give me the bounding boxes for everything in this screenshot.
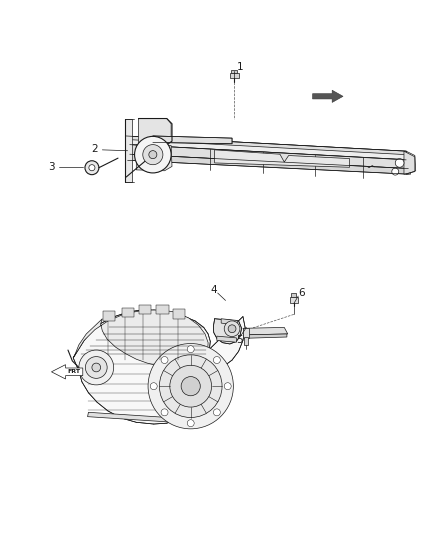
Text: 2: 2 <box>92 144 98 154</box>
Polygon shape <box>221 319 237 325</box>
Circle shape <box>187 419 194 426</box>
Polygon shape <box>88 413 201 424</box>
Circle shape <box>161 409 168 416</box>
Polygon shape <box>73 310 208 367</box>
Polygon shape <box>136 144 172 171</box>
Text: 4: 4 <box>210 286 217 295</box>
Circle shape <box>150 383 157 390</box>
Polygon shape <box>313 90 343 102</box>
Circle shape <box>92 363 101 372</box>
Bar <box>290 296 298 303</box>
Circle shape <box>85 161 99 175</box>
Circle shape <box>89 165 95 171</box>
Text: 5: 5 <box>237 335 243 345</box>
Polygon shape <box>243 327 288 335</box>
Circle shape <box>149 151 157 159</box>
Polygon shape <box>217 336 237 342</box>
Polygon shape <box>139 305 151 314</box>
Polygon shape <box>103 311 116 321</box>
Text: 1: 1 <box>237 62 243 72</box>
Polygon shape <box>213 319 242 344</box>
Polygon shape <box>125 136 406 155</box>
Bar <box>291 293 297 296</box>
Circle shape <box>148 344 233 429</box>
Polygon shape <box>244 334 287 338</box>
Circle shape <box>134 136 171 173</box>
Polygon shape <box>73 310 245 424</box>
Circle shape <box>213 357 220 364</box>
Polygon shape <box>156 305 169 314</box>
Polygon shape <box>51 365 83 379</box>
Circle shape <box>224 383 231 390</box>
Polygon shape <box>215 150 350 167</box>
Polygon shape <box>125 136 410 160</box>
Circle shape <box>395 158 404 167</box>
Circle shape <box>187 346 194 353</box>
Polygon shape <box>121 308 134 318</box>
Circle shape <box>161 357 168 364</box>
Polygon shape <box>130 144 410 168</box>
Circle shape <box>85 357 107 378</box>
Polygon shape <box>173 309 185 319</box>
Circle shape <box>143 144 163 165</box>
Polygon shape <box>125 118 132 182</box>
Circle shape <box>170 365 212 407</box>
Circle shape <box>224 321 240 336</box>
Polygon shape <box>153 136 232 144</box>
Text: 3: 3 <box>48 162 55 172</box>
Bar <box>243 328 250 338</box>
Circle shape <box>213 409 220 416</box>
Polygon shape <box>404 151 415 174</box>
Circle shape <box>228 325 236 333</box>
Bar <box>230 73 239 78</box>
Bar <box>244 337 248 345</box>
Polygon shape <box>138 118 171 144</box>
Polygon shape <box>127 154 410 174</box>
Bar <box>231 70 237 73</box>
Circle shape <box>392 168 399 175</box>
Circle shape <box>159 355 222 417</box>
Text: 6: 6 <box>298 288 305 298</box>
Circle shape <box>181 377 200 396</box>
Text: FRT: FRT <box>67 369 81 374</box>
Circle shape <box>79 350 114 385</box>
